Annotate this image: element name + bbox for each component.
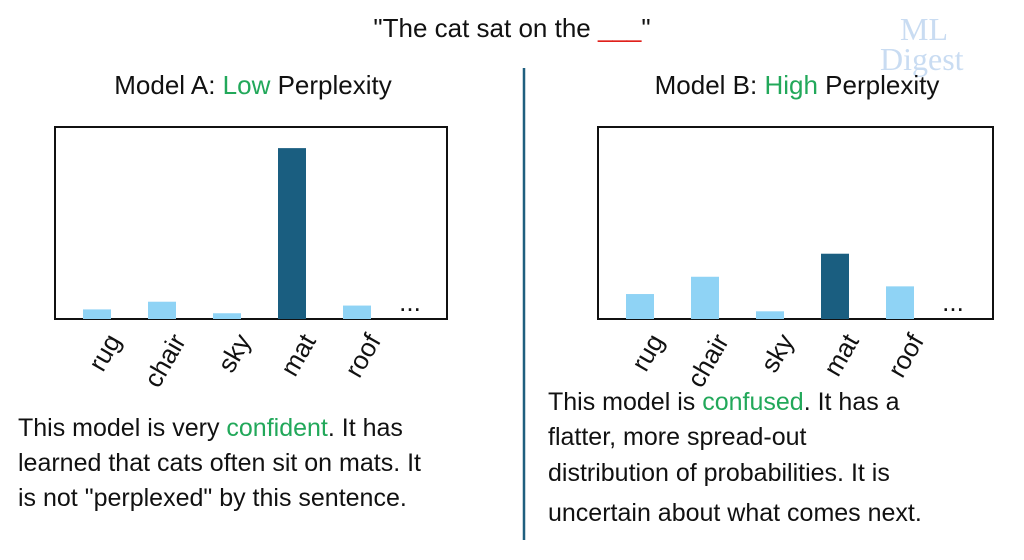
description-part: This model is very — [18, 414, 226, 442]
prompt-blank: ___ — [597, 13, 642, 43]
description-line: uncertain about what comes next. — [548, 499, 922, 527]
description-line: flatter, more spread-out — [548, 423, 807, 451]
chart-title-part: Model B: — [655, 70, 765, 100]
bar — [343, 305, 371, 319]
bar — [148, 301, 176, 319]
x-tick-label: mat — [274, 328, 322, 381]
bar — [626, 294, 654, 319]
chart-title: Model A: Low Perplexity — [114, 70, 392, 100]
bar — [213, 313, 241, 319]
description-part: confident — [226, 414, 328, 442]
description-part: . It has a — [804, 388, 900, 416]
bar — [821, 253, 849, 319]
description-line: distribution of probabilities. It is — [548, 459, 890, 487]
chart-title: Model B: High Perplexity — [655, 70, 940, 100]
description-line: This model is very confident. It has — [18, 414, 403, 442]
bar — [756, 311, 784, 319]
x-tick-label: mat — [817, 328, 865, 381]
chart-title-part: Model A: — [114, 70, 222, 100]
prompt-text: " — [641, 13, 650, 43]
description-line: is not "perplexed" by this sentence. — [18, 484, 407, 512]
x-tick-label: chair — [681, 328, 735, 392]
description-part: . It has — [328, 414, 403, 442]
prompt: "The cat sat on the ___" — [373, 13, 650, 43]
more-categories: ... — [942, 287, 964, 317]
x-tick-label: roof — [881, 328, 930, 382]
logo: ML — [900, 11, 948, 47]
chart-title-part: Perplexity — [818, 70, 939, 100]
chart-title-part: Low — [223, 70, 271, 100]
prompt-text: "The cat sat on the — [373, 13, 598, 43]
bar — [83, 309, 111, 319]
chart-title-part: High — [764, 70, 817, 100]
more-categories: ... — [399, 287, 421, 317]
bar — [278, 148, 306, 319]
x-tick-label: rug — [82, 329, 127, 377]
description-part: confused — [702, 388, 803, 416]
x-tick-label: sky — [211, 329, 256, 378]
bar — [886, 286, 914, 319]
description-line: This model is confused. It has a — [548, 388, 900, 416]
x-tick-label: chair — [138, 328, 192, 392]
x-tick-label: sky — [754, 329, 799, 378]
x-tick-label: rug — [625, 329, 670, 377]
plot-frame — [597, 126, 994, 320]
bar — [691, 276, 719, 319]
x-tick-label: roof — [338, 328, 387, 382]
description-part: This model is — [548, 388, 702, 416]
plot-frame — [54, 126, 448, 320]
logo: Digest — [880, 41, 964, 77]
chart-title-part: Perplexity — [270, 70, 391, 100]
description-line: learned that cats often sit on mats. It — [18, 449, 421, 477]
